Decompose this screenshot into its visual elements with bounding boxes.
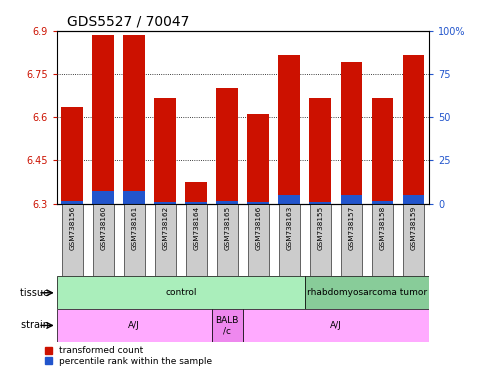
- Text: GSM738162: GSM738162: [162, 206, 168, 250]
- Text: BALB
/c: BALB /c: [215, 316, 239, 335]
- Bar: [403, 55, 424, 204]
- Text: GDS5527 / 70047: GDS5527 / 70047: [67, 15, 189, 29]
- Bar: [124, 204, 144, 276]
- Text: GSM738156: GSM738156: [69, 206, 75, 250]
- Bar: [310, 98, 331, 204]
- Bar: [93, 204, 113, 276]
- Bar: [62, 204, 82, 276]
- Text: A/J: A/J: [330, 321, 342, 330]
- Bar: [279, 204, 300, 276]
- Bar: [372, 204, 393, 276]
- Bar: [403, 195, 424, 204]
- Bar: [123, 35, 145, 204]
- Text: GSM738166: GSM738166: [255, 206, 261, 250]
- Text: GSM738161: GSM738161: [131, 206, 137, 250]
- Bar: [185, 202, 207, 204]
- Bar: [61, 201, 83, 204]
- Bar: [216, 88, 238, 204]
- Bar: [305, 276, 429, 309]
- Text: GSM738163: GSM738163: [286, 206, 292, 250]
- Bar: [243, 309, 429, 342]
- Bar: [279, 195, 300, 204]
- Text: strain: strain: [21, 320, 52, 331]
- Bar: [279, 55, 300, 204]
- Bar: [403, 204, 423, 276]
- Bar: [248, 204, 269, 276]
- Bar: [154, 98, 176, 204]
- Bar: [310, 202, 331, 204]
- Text: control: control: [165, 288, 197, 297]
- Bar: [341, 195, 362, 204]
- Text: GSM738160: GSM738160: [100, 206, 106, 250]
- Bar: [57, 309, 212, 342]
- Text: GSM738165: GSM738165: [224, 206, 230, 250]
- Text: GSM738158: GSM738158: [380, 206, 386, 250]
- Bar: [341, 204, 362, 276]
- Bar: [310, 204, 331, 276]
- Text: GSM738159: GSM738159: [410, 206, 417, 250]
- Bar: [61, 107, 83, 204]
- Bar: [341, 62, 362, 204]
- Bar: [92, 35, 114, 204]
- Text: GSM738155: GSM738155: [317, 206, 323, 250]
- Bar: [185, 182, 207, 204]
- Text: tissue: tissue: [20, 288, 52, 298]
- Text: rhabdomyosarcoma tumor: rhabdomyosarcoma tumor: [307, 288, 427, 297]
- Bar: [154, 202, 176, 204]
- Legend: transformed count, percentile rank within the sample: transformed count, percentile rank withi…: [45, 346, 212, 366]
- Bar: [372, 98, 393, 204]
- Bar: [247, 114, 269, 204]
- Bar: [123, 190, 145, 204]
- Bar: [155, 204, 176, 276]
- Bar: [216, 201, 238, 204]
- Bar: [212, 309, 243, 342]
- Text: GSM738157: GSM738157: [349, 206, 354, 250]
- Bar: [217, 204, 238, 276]
- Bar: [372, 201, 393, 204]
- Text: GSM738164: GSM738164: [193, 206, 199, 250]
- Bar: [247, 202, 269, 204]
- Bar: [57, 276, 305, 309]
- Text: A/J: A/J: [128, 321, 140, 330]
- Bar: [92, 190, 114, 204]
- Bar: [186, 204, 207, 276]
